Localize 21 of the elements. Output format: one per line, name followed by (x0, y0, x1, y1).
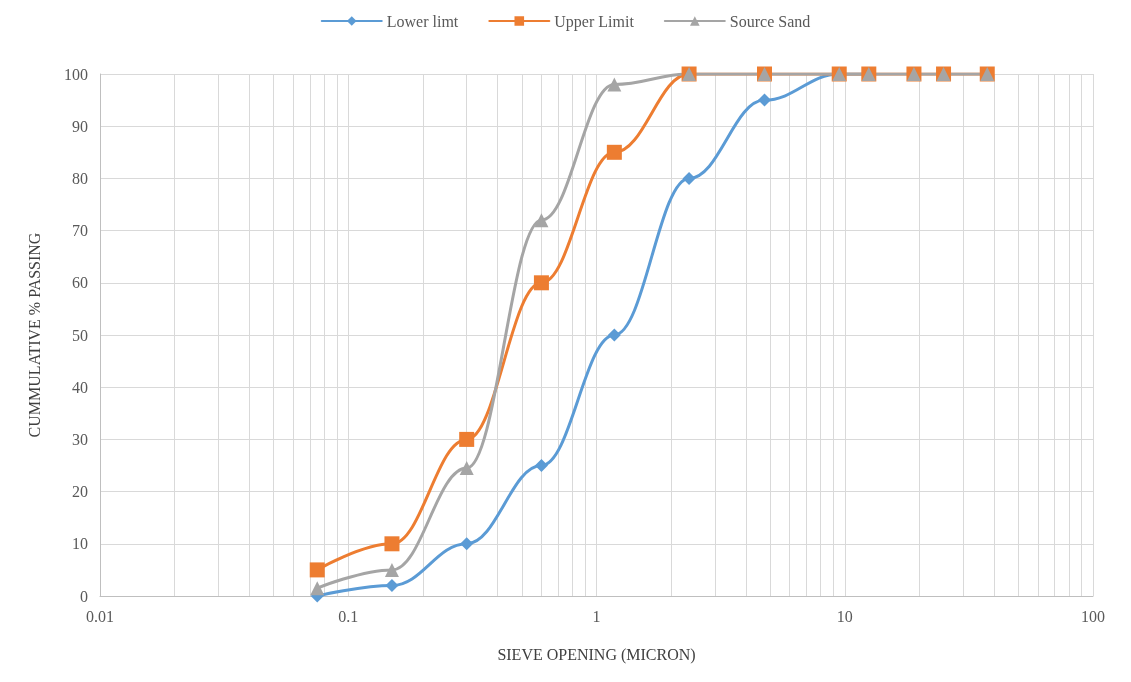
x-tick-label: 10 (836, 607, 853, 625)
legend-label: Upper Limit (554, 12, 635, 31)
legend-label: Lower limt (386, 12, 459, 30)
y-tick-label: 100 (64, 65, 88, 83)
y-tick-label: 10 (72, 535, 88, 553)
y-tick-label: 40 (72, 378, 88, 396)
y-tick-label: 20 (72, 483, 88, 501)
x-tick-label: 0.01 (86, 607, 114, 625)
y-tick-label: 60 (72, 274, 88, 292)
y-tick-label: 0 (80, 587, 88, 605)
y-tick-label: 50 (72, 326, 88, 344)
x-tick-label: 1 (592, 607, 601, 625)
y-tick-label: 80 (72, 169, 88, 187)
x-tick-label: 100 (1081, 607, 1105, 625)
legend-label: Source Sand (729, 12, 811, 30)
y-tick-label: 90 (72, 117, 88, 135)
x-axis-title: SIEVE OPENING (MICRON) (497, 645, 696, 664)
y-axis-title: CUMMULATIVE % PASSING (25, 232, 43, 438)
y-tick-label: 30 (72, 430, 88, 448)
y-tick-label: 70 (72, 222, 88, 240)
x-tick-label: 0.1 (338, 607, 359, 625)
